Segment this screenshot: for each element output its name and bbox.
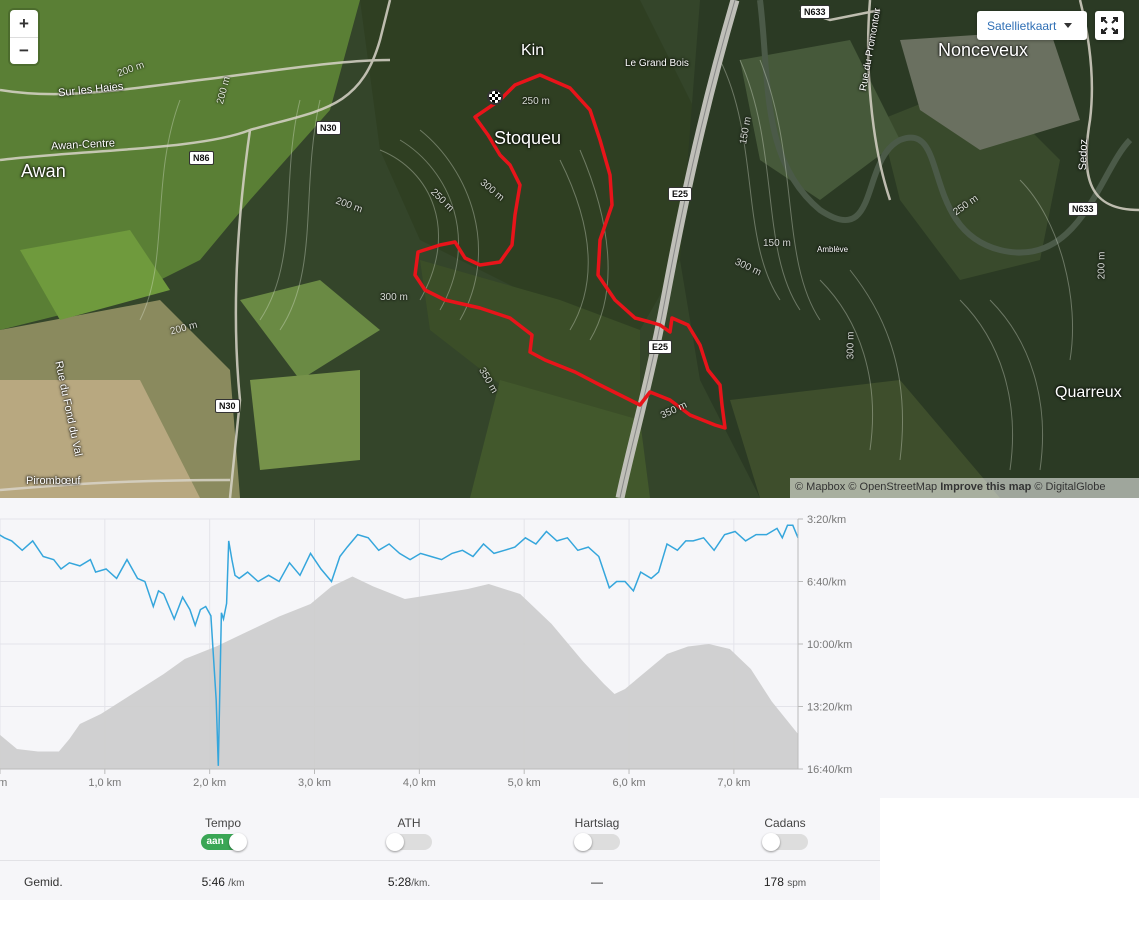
average-heartrate-value: — [591, 875, 603, 889]
x-tick-label: 2,0 km [193, 777, 226, 789]
improve-map-link[interactable]: Improve this map [940, 481, 1032, 493]
place-label: Le Grand Bois [625, 58, 689, 69]
contour-label: 150 m [763, 238, 791, 249]
road-label: N86 [189, 151, 214, 165]
average-tempo-value: 5:46 [201, 875, 225, 889]
place-label: Kin [521, 42, 545, 59]
road-label: N30 [316, 121, 341, 135]
metric-controls: Tempo aan ATH Hartslag Cadans Gemid. 5:4… [0, 798, 880, 900]
x-tick-label: 5,0 km [508, 777, 541, 789]
y-tick-label: 13:20/km [807, 702, 852, 714]
road-label: N633 [800, 5, 830, 19]
y-tick-label: 10:00/km [807, 639, 852, 651]
heartrate-column: Hartslag [537, 816, 657, 855]
map-layer-label: Satellietkaart [987, 18, 1057, 33]
x-tick-label: 4,0 km [403, 777, 436, 789]
pace-elevation-chart[interactable]: 3:20/km 6:40/km 10:00/km 13:20/km 16:40/km k… [0, 498, 1139, 798]
finish-flag-icon[interactable] [487, 89, 503, 105]
digitalglobe-attribution-link[interactable]: © DigitalGlobe [1034, 481, 1106, 493]
pace-line [0, 524, 799, 766]
average-ath-unit: /km. [411, 878, 431, 889]
fullscreen-icon [1101, 17, 1118, 34]
ath-column: ATH [349, 816, 469, 855]
ath-toggle[interactable] [385, 833, 432, 851]
contour-label: 250 m [522, 96, 550, 107]
x-tick-label: 7,0 km [717, 777, 750, 789]
place-label: Stoqueu [494, 128, 562, 148]
cadence-column: Cadans [725, 816, 845, 855]
elevation-area [0, 576, 798, 769]
average-cadence-value: 178 [763, 875, 784, 889]
place-label: Pirombœuf [26, 475, 81, 487]
caret-down-icon [1064, 23, 1073, 28]
chart-canvas: 3:20/km 6:40/km 10:00/km 13:20/km 16:40/km k… [0, 514, 852, 789]
map-layer-dropdown[interactable]: Satellietkaart [977, 11, 1087, 40]
map-terrain [0, 0, 1139, 498]
fullscreen-button[interactable] [1095, 11, 1124, 40]
satellite-map[interactable]: Kin Le Grand Bois Nonceveux Stoqueu Awan… [0, 0, 1139, 498]
y-tick-label: 3:20/km [807, 514, 846, 526]
x-tick-label: km [0, 777, 7, 789]
toggle-knob [385, 833, 404, 851]
place-label: Amblève [817, 245, 849, 254]
divider [0, 860, 880, 861]
heartrate-toggle[interactable] [573, 833, 620, 851]
road-label: E25 [648, 340, 673, 354]
contour-label: 200 m [1096, 251, 1108, 280]
osm-attribution-link[interactable]: © OpenStreetMap [848, 481, 938, 493]
road-label: E25 [668, 187, 693, 201]
place-label: Sedoz [1077, 138, 1091, 171]
cadence-title: Cadans [764, 816, 806, 830]
contour-label: 300 m [380, 292, 408, 303]
zoom-out-button[interactable]: − [10, 37, 38, 64]
tempo-title: Tempo [204, 816, 242, 830]
average-ath: 5:28/km. [349, 875, 469, 889]
toggle-on-text: aan [206, 836, 224, 847]
heartrate-title: Hartslag [574, 816, 620, 830]
toggle-knob [573, 833, 592, 851]
average-tempo: 5:46 /km [163, 875, 283, 889]
route-track [413, 73, 727, 430]
average-ath-value: 5:28 [387, 875, 412, 889]
place-label: Nonceveux [938, 40, 1029, 60]
place-label: Awan [21, 161, 66, 181]
average-label: Gemid. [24, 875, 63, 889]
tempo-column: Tempo aan [163, 816, 283, 855]
y-tick-label: 16:40/km [807, 764, 852, 776]
x-tick-label: 1,0 km [88, 777, 121, 789]
map-attribution: © Mapbox © OpenStreetMap Improve this ma… [790, 478, 1139, 498]
toggle-knob [228, 833, 247, 851]
road-label: N633 [1068, 202, 1098, 216]
place-label: Quarreux [1055, 384, 1122, 401]
x-tick-label: 6,0 km [613, 777, 646, 789]
zoom-control: + − [10, 10, 38, 64]
average-cadence-unit: spm [787, 878, 807, 889]
tempo-toggle[interactable]: aan [200, 833, 247, 851]
average-heartrate: — [537, 875, 657, 889]
average-cadence: 178 spm [725, 875, 845, 889]
road-label: N30 [215, 399, 240, 413]
average-tempo-unit: /km [228, 878, 245, 889]
zoom-in-button[interactable]: + [19, 13, 29, 33]
mapbox-attribution-link[interactable]: © Mapbox [795, 481, 846, 493]
toggle-knob [761, 833, 780, 851]
cadence-toggle[interactable] [761, 833, 808, 851]
ath-title: ATH [397, 816, 421, 830]
y-tick-label: 6:40/km [807, 577, 846, 589]
x-tick-label: 3,0 km [298, 777, 331, 789]
contour-label: 300 m [845, 331, 857, 360]
